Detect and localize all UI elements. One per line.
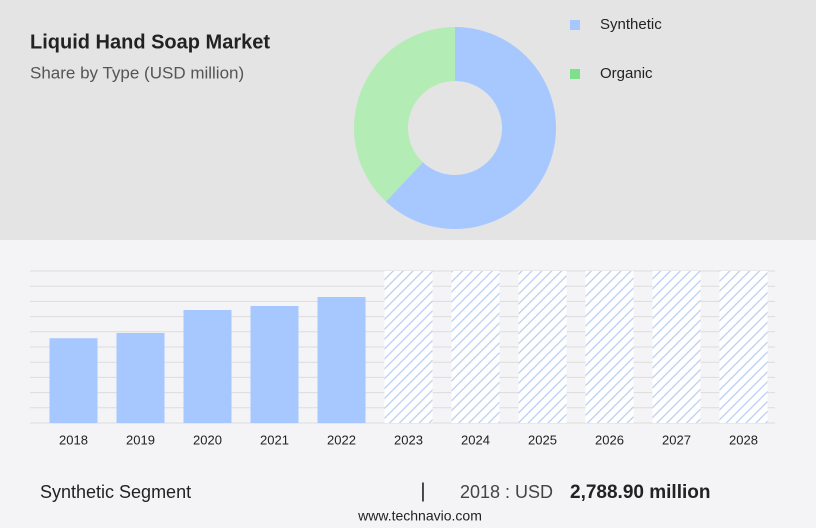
x-tick-label: 2020 <box>193 432 222 447</box>
forecast-bar <box>451 271 500 423</box>
x-tick-label: 2022 <box>327 432 356 447</box>
donut-slice <box>354 27 455 202</box>
legend-label: Synthetic <box>600 16 662 33</box>
bar <box>49 338 98 423</box>
legend-swatch <box>570 20 580 30</box>
legend-label: Organic <box>600 65 653 82</box>
footer-source: www.technavio.com <box>357 508 482 524</box>
forecast-bar <box>719 271 768 423</box>
x-tick-label: 2027 <box>662 432 691 447</box>
x-tick-label: 2019 <box>126 432 155 447</box>
forecast-bar <box>384 271 433 423</box>
bar <box>116 332 165 423</box>
x-tick-label: 2028 <box>729 432 758 447</box>
donut-slice <box>385 27 557 229</box>
forecast-bar <box>585 271 634 423</box>
bar <box>183 310 232 423</box>
x-tick-label: 2025 <box>528 432 557 447</box>
bar-chart: 2018 2019 2020 2021 2022 2023 2024 2025 2026 2027… <box>30 270 775 447</box>
bar <box>250 305 299 423</box>
legend-swatch <box>570 69 580 79</box>
x-tick-label: 2021 <box>260 432 289 447</box>
subtitle: Share by Type (USD million) <box>30 63 244 82</box>
x-tick-label: 2023 <box>394 432 423 447</box>
x-tick-label: 2024 <box>461 432 490 447</box>
footer-separator: | <box>420 480 425 502</box>
x-tick-label: 2018 <box>59 432 88 447</box>
donut-chart: Synthetic Organic <box>354 16 662 229</box>
forecast-bar <box>652 271 701 423</box>
footer-segment: Synthetic Segment <box>40 482 191 502</box>
footer-value: 2,788.90 million <box>570 482 710 503</box>
footer-year: 2018 : USD <box>460 482 553 502</box>
title: Liquid Hand Soap Market <box>30 31 270 53</box>
bar <box>317 296 366 423</box>
forecast-bar <box>518 271 567 423</box>
x-tick-label: 2026 <box>595 432 624 447</box>
